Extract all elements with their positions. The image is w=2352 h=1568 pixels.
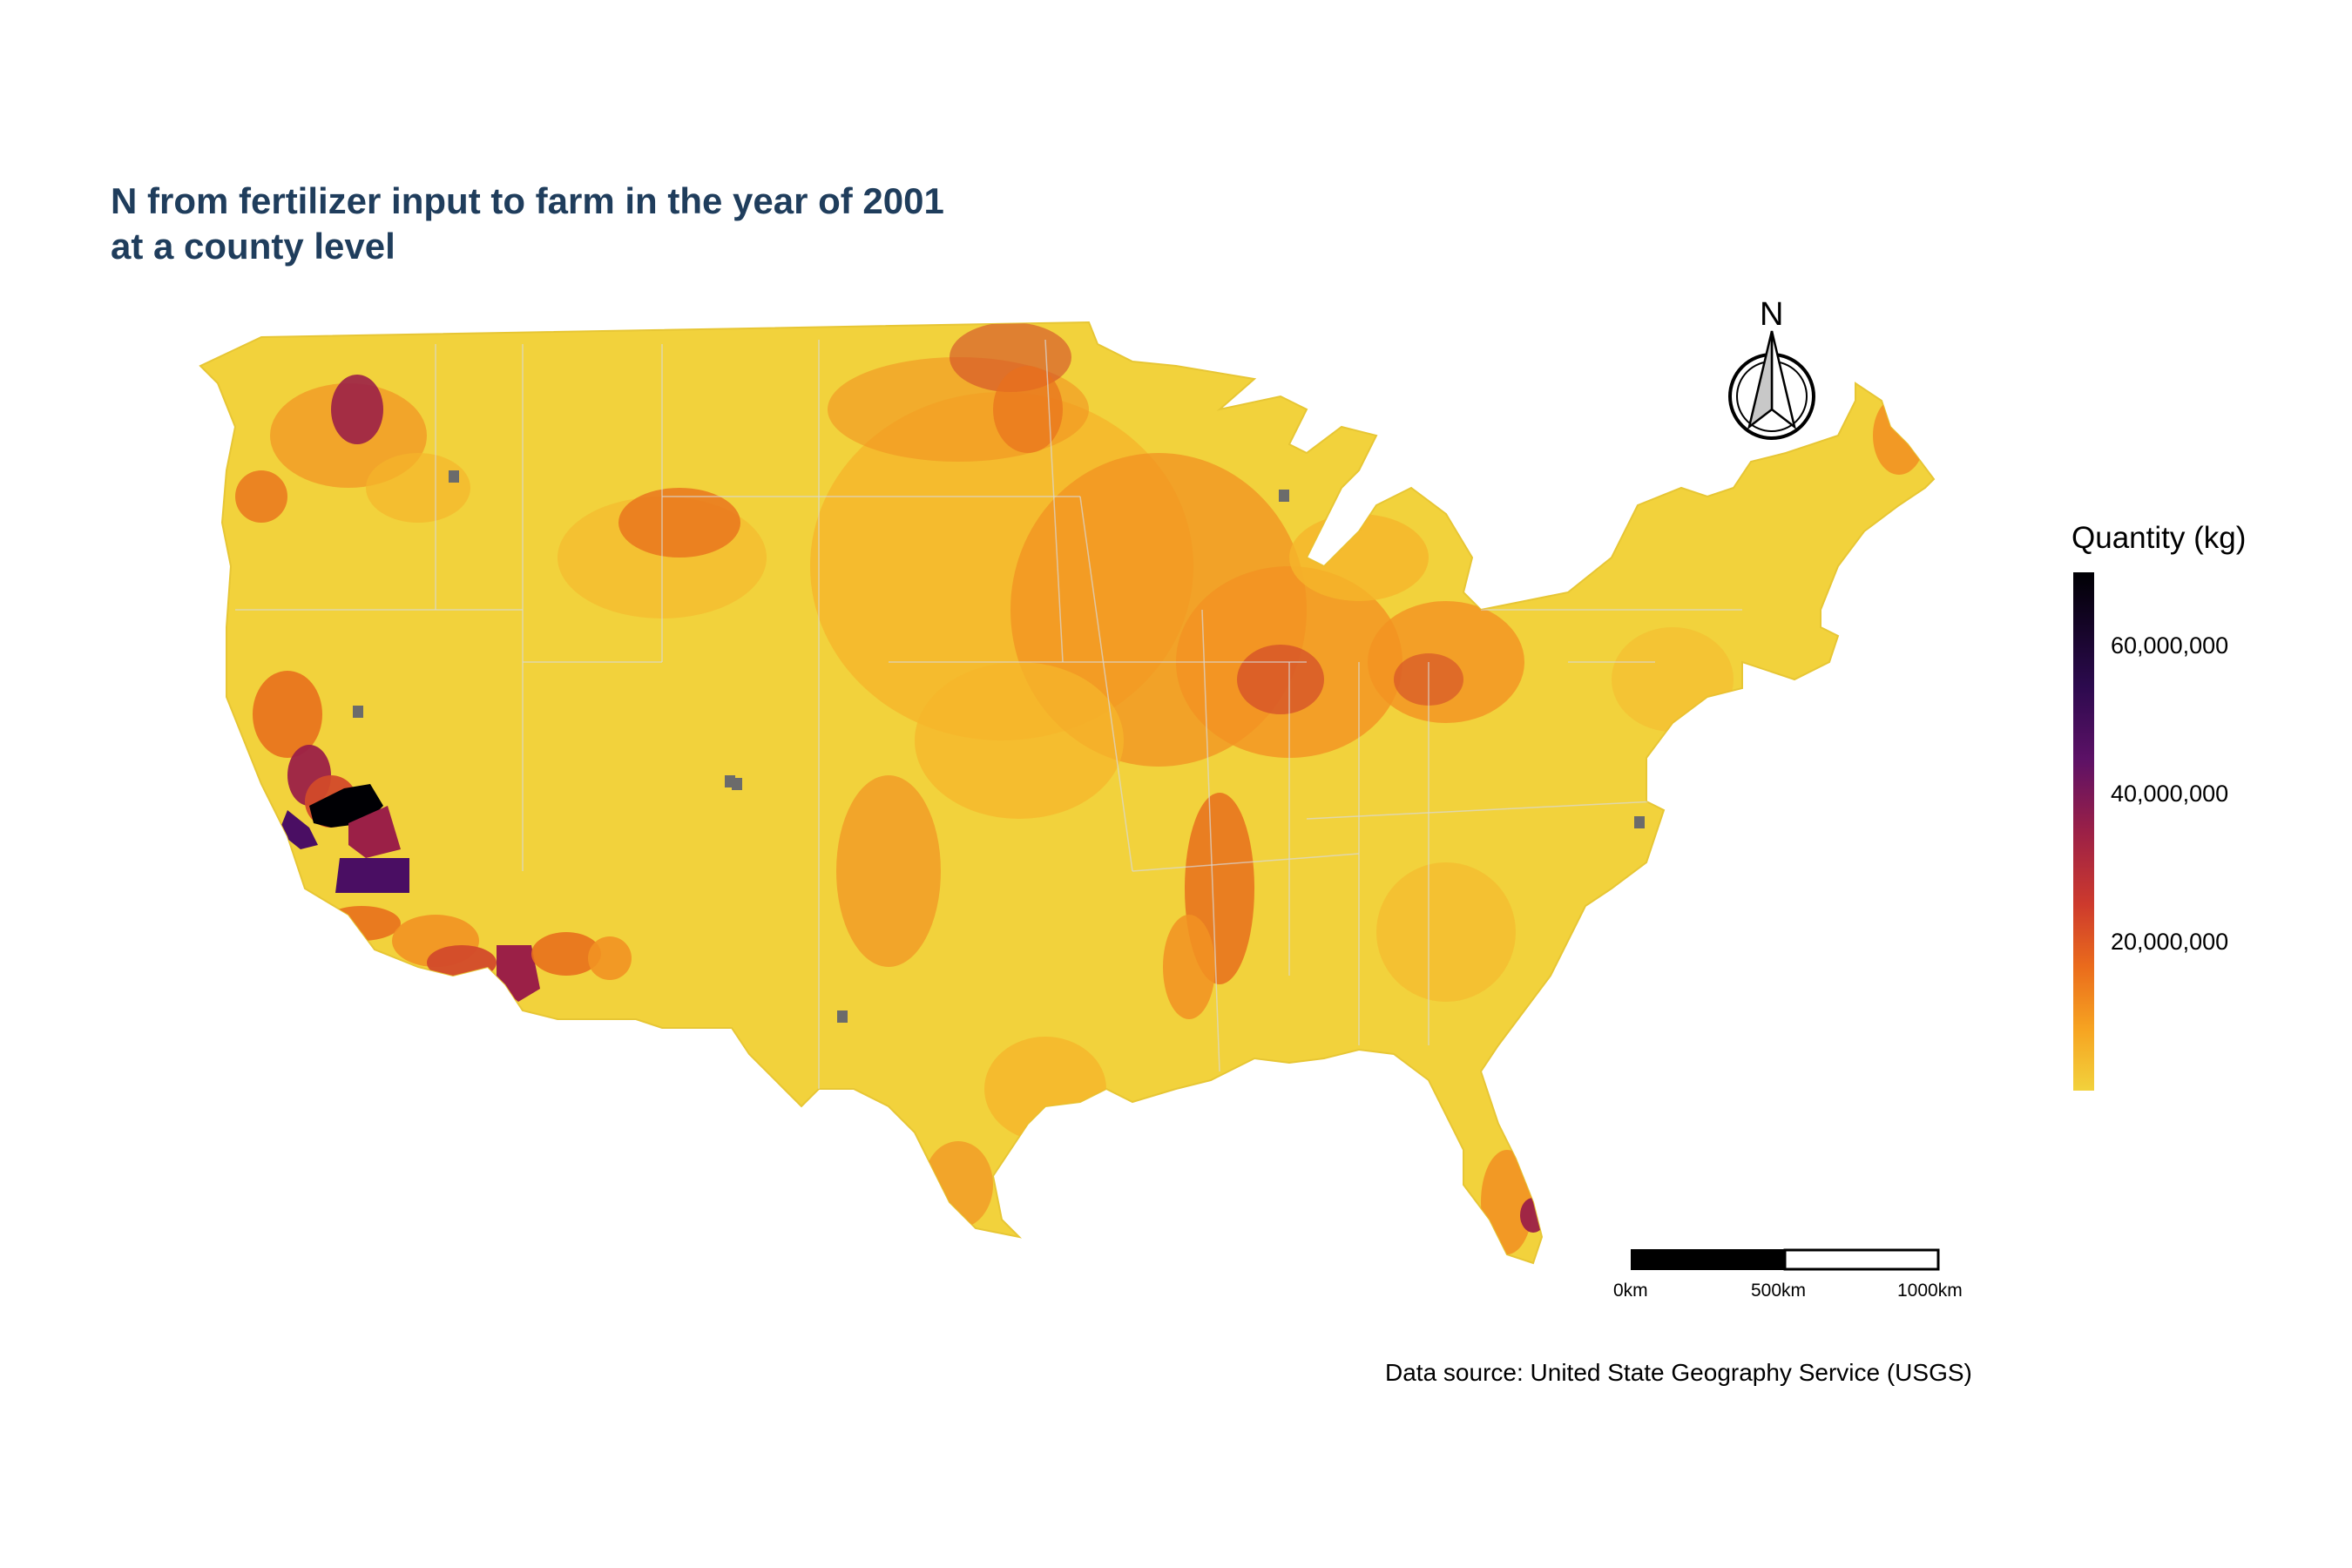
state-borders: [235, 339, 1742, 1089]
state-border: [1201, 609, 1220, 1072]
county-region: [1289, 514, 1429, 601]
county-region: [993, 366, 1063, 453]
title-line-1: N from fertilizer input to farm in the y…: [111, 180, 944, 221]
county-region: [1481, 1150, 1533, 1254]
county-region: [235, 470, 287, 523]
county-region-tulare: [348, 806, 401, 858]
county-region: [1873, 396, 1925, 475]
scale-bar: [1631, 1248, 1940, 1271]
legend-colorbar: [2073, 572, 2094, 1091]
county-region: [923, 1141, 993, 1228]
scale-label-1000: 1000km: [1897, 1281, 1963, 1301]
county-region: [1376, 862, 1516, 1002]
scale-label-0: 0km: [1613, 1281, 1648, 1301]
legend-tick-mark: [2095, 794, 2104, 795]
no-data-county: [1634, 816, 1645, 828]
county-region: [618, 488, 740, 558]
legend-tick-mark: [2095, 645, 2104, 647]
county-region-monterey: [279, 810, 318, 849]
county-region: [531, 932, 601, 976]
no-data-county: [353, 706, 363, 718]
county-region-kern: [335, 858, 409, 893]
state-border: [1306, 801, 1656, 820]
chart-title: N from fertilizer input to farm in the y…: [111, 179, 944, 269]
county-region: [331, 375, 383, 444]
state-border: [1044, 339, 1064, 663]
county-region: [588, 936, 632, 980]
legend-tick-label: 20,000,000: [2111, 929, 2229, 955]
county-region: [1237, 645, 1324, 714]
no-data-county: [1279, 490, 1289, 502]
title-line-2: at a county level: [111, 226, 395, 267]
state-border: [1132, 853, 1360, 872]
county-region: [1163, 915, 1215, 1019]
county-region: [836, 775, 941, 967]
county-region: [427, 945, 497, 980]
legend-title: Quantity (kg): [2072, 521, 2247, 555]
county-region: [366, 453, 470, 523]
county-region: [322, 906, 401, 941]
north-label: N: [1760, 296, 1784, 333]
county-region: [915, 662, 1124, 819]
county-region-imperial: [497, 945, 540, 1002]
county-region: [253, 671, 322, 758]
state-border: [1079, 496, 1133, 872]
legend-tick-mark: [2095, 942, 2104, 943]
no-data-county: [449, 470, 459, 483]
county-region: [1612, 627, 1734, 732]
scale-label-500: 500km: [1751, 1281, 1807, 1301]
no-data-county: [732, 778, 742, 790]
legend-tick-label: 60,000,000: [2111, 632, 2229, 659]
legend-tick-label: 40,000,000: [2111, 781, 2229, 807]
county-region: [1520, 1198, 1546, 1233]
county-region: [984, 1037, 1106, 1141]
data-source: Data source: United State Geography Serv…: [1385, 1359, 1972, 1386]
north-arrow: [1728, 330, 1815, 440]
no-data-county: [837, 1010, 848, 1023]
